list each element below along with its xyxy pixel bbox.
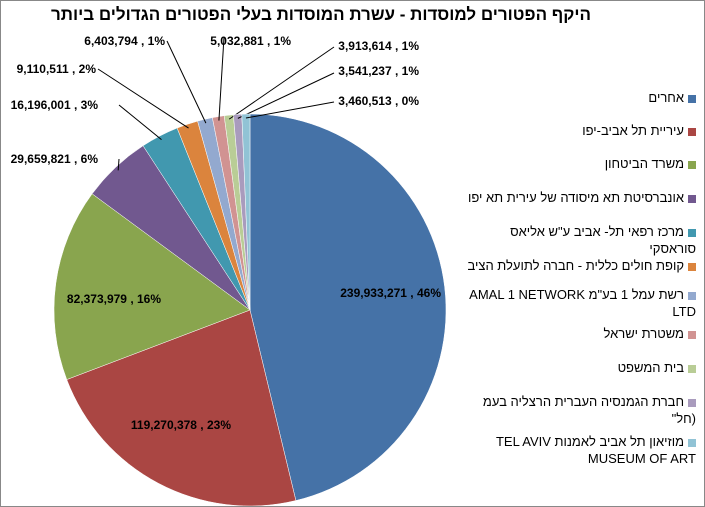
legend-swatch — [688, 398, 696, 407]
leader-line — [237, 72, 335, 119]
data-label: 239,933,271 , 46% — [340, 286, 441, 300]
data-label: 119,270,378 , 23% — [131, 418, 231, 432]
legend-item: חברת הגמנסיה העברית הרצליה בעמ (חל" — [461, 393, 696, 427]
pie-slice — [241, 113, 251, 311]
pie-slice — [66, 309, 297, 506]
legend-swatch — [688, 94, 696, 103]
legend-item: משרד הביטחון — [461, 155, 696, 172]
leader-line — [228, 46, 335, 120]
legend-swatch — [688, 291, 696, 300]
legend-item: בית המשפט — [461, 359, 696, 376]
legend-item: קופת חולים כללית - חברה לתועלת הציב — [461, 257, 696, 274]
chart-title: היקף הפטורים למוסדות - עשרת המוסדות בעלי… — [51, 5, 591, 24]
data-label: 9,110,511 , 2% — [17, 62, 97, 76]
legend-label: קופת חולים כללית - חברה לתועלת הציב — [467, 258, 684, 273]
legend-item: משטרת ישראל — [461, 325, 696, 342]
leader-line — [118, 104, 162, 140]
legend-swatch — [688, 228, 696, 237]
legend-label: מרכז רפאי תל- אביב ע"ש אליאס סוראסקי — [510, 224, 696, 256]
leader-line — [117, 158, 120, 171]
legend-swatch — [688, 127, 696, 136]
legend-label: עיריית תל אביב-יפו — [582, 123, 684, 138]
legend-label: בית המשפט — [617, 360, 684, 375]
leader-line — [166, 40, 207, 124]
legend-item: אונברסיטת תא מיסודה של עירית תא יפו — [461, 189, 696, 206]
legend-swatch — [688, 194, 696, 203]
data-label: 3,913,614 , 1% — [338, 39, 419, 53]
pie-slice — [53, 193, 251, 380]
legend-label: חברת הגמנסיה העברית הרצליה בעמ (חל" — [482, 394, 696, 426]
leader-line — [97, 68, 189, 129]
legend-item: עיריית תל אביב-יפו — [461, 122, 696, 139]
legend-label: משרד הביטחון — [604, 156, 684, 171]
legend-label: רשת עמל 1 בע"מ AMAL 1 NETWORK LTD — [469, 287, 696, 319]
legend-label: אונברסיטת תא מיסודה של עירית תא יפו — [467, 190, 684, 205]
data-label: 16,196,001 , 3% — [11, 98, 99, 112]
legend-item: מרכז רפאי תל- אביב ע"ש אליאס סוראסקי — [461, 223, 696, 257]
legend-swatch — [688, 160, 696, 169]
legend-label: משטרת ישראל — [603, 326, 684, 341]
legend-swatch — [688, 438, 696, 447]
legend-label: אחרים — [648, 90, 684, 105]
legend-item: מוזיאון תל אביב לאמנות TEL AVIV MUSEUM O… — [461, 433, 696, 467]
leader-line — [245, 101, 335, 119]
data-label: 6,403,794 , 1% — [84, 34, 165, 48]
data-label: 5,032,881 , 1% — [210, 34, 291, 48]
legend-swatch — [688, 364, 696, 373]
legend-swatch — [688, 262, 696, 271]
pie-slice — [249, 113, 447, 501]
legend-swatch — [688, 330, 696, 339]
data-label: 29,659,821 , 6% — [11, 152, 99, 166]
legend-label: מוזיאון תל אביב לאמנות TEL AVIV MUSEUM O… — [495, 434, 696, 466]
leader-line — [218, 36, 225, 121]
data-label: 3,541,237 , 1% — [338, 64, 419, 78]
legend-item: אחרים — [461, 89, 696, 106]
data-label: 3,460,513 , 0% — [338, 94, 419, 108]
data-label: 82,373,979 , 16% — [67, 292, 161, 306]
legend-item: רשת עמל 1 בע"מ AMAL 1 NETWORK LTD — [461, 286, 696, 320]
